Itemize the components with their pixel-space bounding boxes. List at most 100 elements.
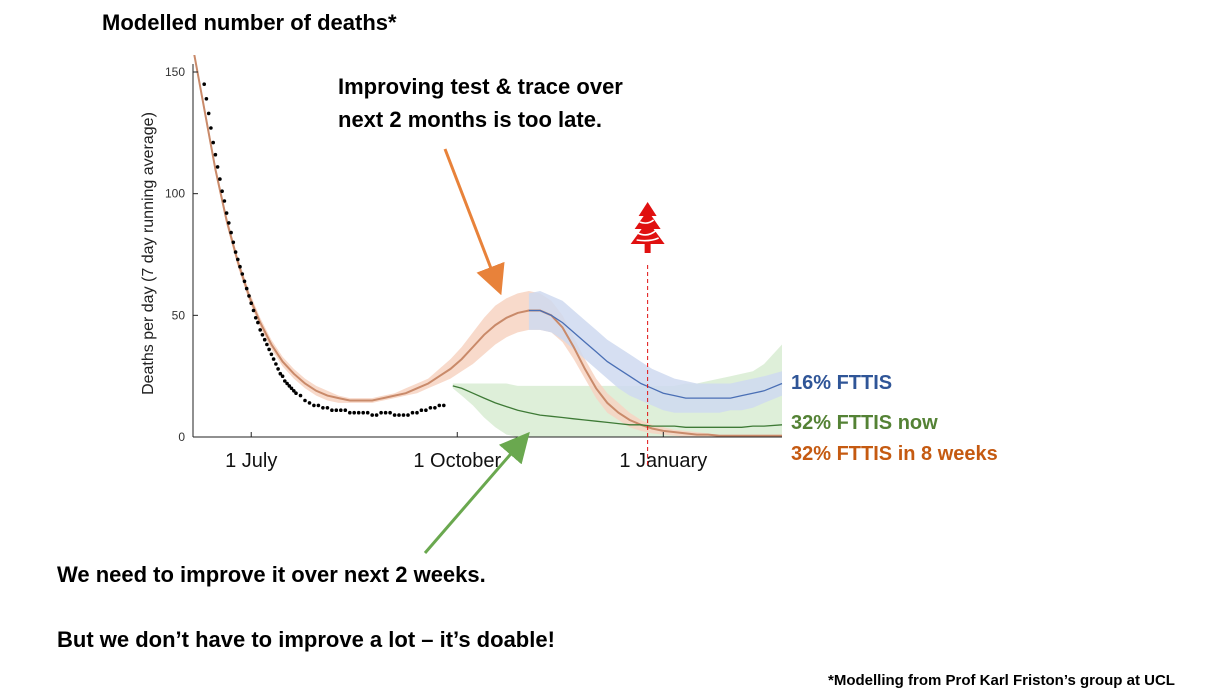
observed-point (374, 413, 379, 417)
x-tick-label: 1 October (413, 450, 501, 472)
observed-points (202, 82, 446, 417)
observed-point (334, 408, 339, 413)
observed-point (287, 384, 292, 388)
legend-label: 32% FTTIS now (791, 412, 938, 434)
annotation-top-line-1: Improving test & trace over (338, 74, 623, 99)
observed-point (240, 272, 245, 276)
chart-heading: Modelled number of deaths* (102, 10, 397, 35)
observed-point (283, 379, 287, 383)
x-tick-label: 1 July (225, 450, 277, 472)
observed-point (206, 111, 211, 116)
y-tick-label: 0 (178, 430, 185, 444)
observed-point (278, 371, 283, 376)
y-tick-label: 100 (165, 187, 185, 201)
note-doable: But we don’t have to improve a lot – it’… (57, 627, 555, 652)
observed-point (312, 403, 316, 408)
observed-point (238, 264, 242, 269)
observed-point (352, 410, 357, 415)
observed-point (258, 328, 263, 332)
series-line-0 (193, 55, 782, 437)
observed-point (370, 413, 375, 417)
observed-point (316, 403, 321, 408)
observed-point (247, 294, 251, 298)
observed-point (251, 308, 256, 313)
observed-point (253, 316, 258, 320)
observed-point (213, 152, 218, 157)
legend: 16% FTTIS 32% FTTIS now 32% FTTIS in 8 wee… (791, 372, 998, 465)
observed-point (442, 403, 446, 408)
observed-point (276, 367, 280, 371)
observed-point (343, 408, 348, 413)
observed-point (433, 406, 437, 410)
observed-point (209, 126, 213, 130)
series-lines (193, 55, 783, 437)
observed-point (321, 406, 325, 410)
note-improve-two-weeks: We need to improve it over next 2 weeks. (57, 562, 486, 587)
axes: 0 50 100 150 1 July 1 October 1 January Deaths … (140, 64, 782, 472)
observed-point (231, 240, 236, 245)
observed-point (292, 389, 296, 393)
observed-point (267, 347, 271, 352)
observed-point (249, 301, 253, 306)
y-tick-label: 150 (165, 65, 185, 79)
observed-point (379, 410, 383, 415)
observed-point (356, 410, 361, 415)
observed-point (361, 410, 366, 415)
observed-point (211, 140, 215, 145)
arrow-green (423, 431, 530, 554)
observed-point (220, 189, 224, 193)
observed-point (428, 406, 433, 410)
observed-point (392, 413, 397, 417)
observed-point (204, 97, 209, 101)
series-line-2 (452, 385, 783, 428)
observed-point (325, 406, 330, 410)
source-note: *Modelling from Prof Karl Friston’s grou… (828, 672, 1175, 689)
legend-label: 32% FTTIS in 8 weeks (791, 443, 998, 465)
observed-point (218, 177, 222, 181)
observed-point (202, 82, 206, 86)
observed-point (339, 408, 343, 413)
confidence-bands (194, 55, 782, 437)
observed-point (307, 401, 312, 405)
observed-point (274, 362, 278, 366)
legend-label: 16% FTTIS (791, 372, 892, 394)
observed-point (401, 413, 406, 417)
observed-point (265, 342, 269, 347)
series-line-1 (528, 309, 783, 399)
observed-point (348, 410, 352, 415)
observed-point (244, 286, 249, 291)
band-0 (194, 55, 782, 437)
observed-point (424, 408, 428, 413)
observed-point (303, 398, 307, 403)
observed-point (271, 357, 276, 361)
observed-point (229, 230, 233, 235)
observed-point (289, 386, 294, 391)
christmas-tree-icon (630, 202, 665, 253)
observed-point (285, 381, 289, 386)
arrow-orange (443, 148, 505, 296)
observed-point (280, 374, 285, 379)
observed-point (419, 408, 424, 413)
observed-point (215, 165, 220, 169)
observed-point (227, 221, 231, 225)
observed-point (224, 211, 229, 215)
observed-point (365, 410, 370, 415)
observed-point (410, 410, 415, 415)
observed-point (269, 352, 274, 357)
observed-point (388, 410, 392, 415)
observed-point (222, 199, 227, 203)
x-tick-label: 1 January (619, 450, 707, 472)
observed-point (242, 279, 247, 284)
y-axis-label: Deaths per day (7 day running average) (140, 112, 157, 395)
observed-point (330, 408, 334, 413)
observed-point (298, 393, 303, 398)
annotation-top-line-2: next 2 months is too late. (338, 107, 603, 132)
observed-point (256, 320, 260, 325)
observed-point (262, 337, 267, 342)
observed-point (406, 413, 410, 417)
observed-point (294, 391, 298, 396)
observed-point (233, 250, 238, 254)
y-tick-label: 50 (172, 308, 186, 322)
observed-point (236, 257, 240, 262)
